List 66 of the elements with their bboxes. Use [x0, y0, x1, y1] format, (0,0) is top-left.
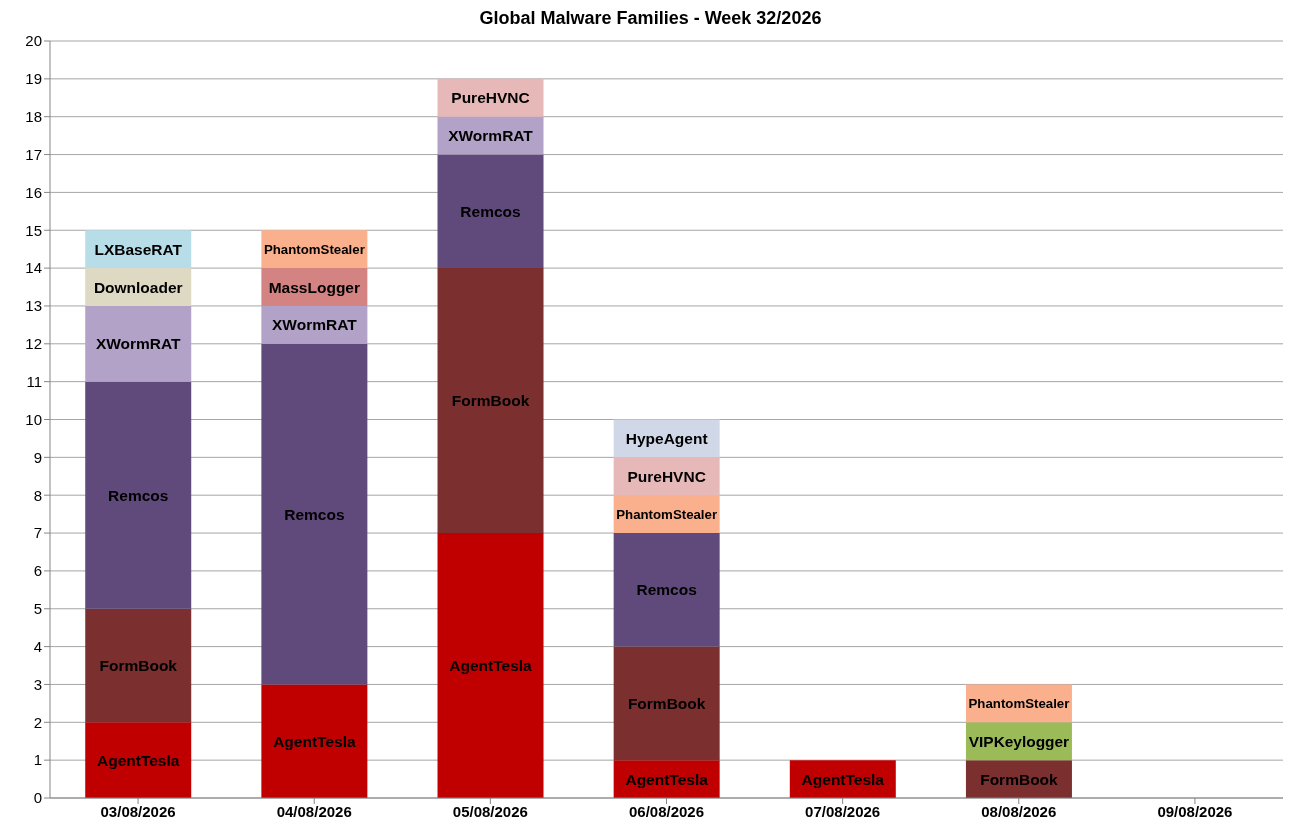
text: AgentTesla [449, 657, 532, 675]
series-label: XWormRAT [272, 316, 358, 334]
bar [437, 154, 544, 269]
bar [437, 533, 544, 798]
series-label: LXBaseRAT [94, 240, 183, 258]
y-tick-label: 19 [25, 70, 42, 88]
y-tick-label: 6 [33, 562, 42, 580]
y-tick-label: 20 [25, 32, 42, 50]
text: FormBook [99, 657, 177, 675]
text: AgentTesla [801, 770, 884, 788]
y-tick-label: 0 [33, 789, 42, 807]
text: Remcos [460, 202, 521, 220]
series-label: Remcos [108, 486, 169, 504]
y-tick-label: 12 [25, 335, 42, 353]
bar [85, 608, 192, 723]
x-tick-label: 07/08/2026 [805, 802, 881, 820]
y-tick-label: 11 [26, 372, 42, 390]
y-tick-label: 16 [25, 183, 42, 201]
text: PureHVNC [451, 89, 530, 107]
series-label: MassLogger [268, 278, 361, 296]
text: Remcos [284, 505, 345, 523]
series-label: HypeAgent [625, 429, 708, 447]
y-tick-label: 3 [33, 675, 42, 693]
text: AgentTesla [97, 751, 180, 769]
chart-title: Global Malware Families - Week 32/2026 [478, 8, 823, 29]
bar [613, 533, 720, 647]
x-tick-label: 04/08/2026 [276, 802, 352, 820]
series-label: PhantomStealer [968, 695, 1070, 711]
x-tick-label: 06/08/2026 [628, 802, 705, 820]
text: AgentTesla [273, 732, 356, 750]
bar [261, 343, 368, 685]
y-tick-label: 17 [25, 145, 42, 163]
y-tick-label: 1 [33, 751, 42, 769]
bar [437, 268, 544, 534]
bar [613, 646, 720, 761]
series-label: VIPKeylogger [968, 732, 1070, 750]
y-tick-label: 14 [25, 259, 42, 277]
text: PhantomStealer [616, 506, 718, 522]
bar [85, 381, 192, 609]
text: Remcos [636, 581, 697, 599]
series-label: FormBook [980, 770, 1059, 788]
bar [85, 305, 192, 382]
y-tick-label: 7 [33, 524, 42, 542]
x-tick-label: 05/08/2026 [452, 802, 528, 820]
text: FormBook [627, 694, 706, 712]
x-tick-label: 08/08/2026 [981, 802, 1057, 820]
series-label: AgentTesla [625, 770, 709, 788]
x-tick-label: 09/08/2026 [1157, 802, 1233, 820]
y-tick-label: 8 [33, 486, 42, 504]
y-tick-label: 9 [33, 448, 42, 466]
x-tick-label: 03/08/2026 [100, 802, 176, 820]
text: FormBook [451, 392, 530, 410]
text: XWormRAT [95, 335, 181, 353]
series-label: PureHVNC [627, 467, 706, 485]
text: PhantomStealer [263, 241, 365, 257]
series-label: Downloader [93, 278, 183, 296]
y-tick-label: 10 [25, 410, 42, 428]
y-tick-label: 4 [33, 637, 42, 655]
y-tick-label: 15 [25, 221, 42, 239]
y-tick-label: 18 [25, 108, 42, 126]
y-tick-label: 5 [33, 600, 42, 618]
bar [261, 684, 368, 798]
y-tick-label: 13 [25, 297, 42, 315]
y-tick-label: 2 [33, 713, 42, 731]
bar [85, 722, 192, 798]
text: XWormRAT [448, 127, 533, 145]
